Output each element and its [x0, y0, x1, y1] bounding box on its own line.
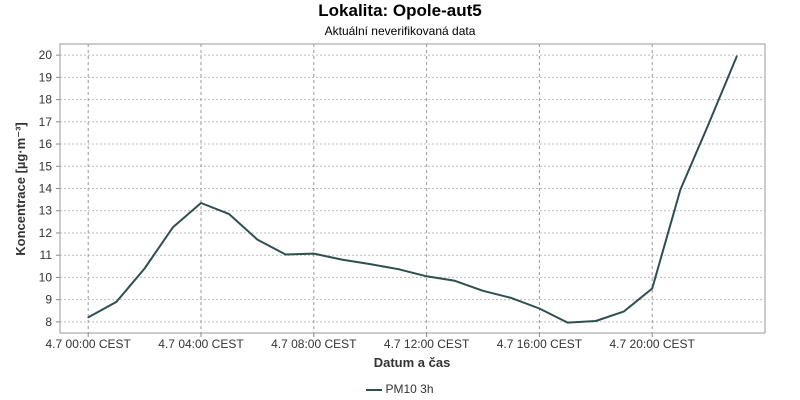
data-point	[115, 301, 118, 303]
chart-title: Lokalita: Opole-aut5	[318, 1, 482, 20]
x-tick-label: 4.7 00:00 CEST	[46, 337, 132, 351]
data-point	[369, 263, 372, 265]
y-tick-label: 9	[45, 293, 52, 307]
data-point	[172, 226, 174, 229]
data-point	[538, 307, 541, 310]
y-tick-label: 11	[40, 248, 53, 262]
x-tick-label: 4.7 16:00 CEST	[497, 337, 583, 351]
data-point	[679, 188, 682, 191]
x-tick-label: 4.7 12:00 CEST	[384, 337, 470, 351]
y-tick-label: 17	[39, 115, 53, 129]
data-point	[454, 279, 456, 282]
x-tick-labels: 4.7 00:00 CEST 4.7 04:00 CEST 4.7 08:00 CE…	[46, 333, 696, 351]
x-tick-label: 4.7 20:00 CEST	[610, 337, 696, 351]
x-tick-label: 4.7 04:00 CEST	[158, 337, 244, 351]
y-tick-label: 14	[39, 182, 53, 196]
x-tick-label: 4.7 08:00 CEST	[271, 337, 357, 351]
data-point	[341, 258, 343, 261]
data-point	[425, 275, 428, 278]
grid-lines	[60, 44, 765, 333]
y-tick-label: 13	[39, 204, 53, 218]
y-tick-label: 20	[39, 48, 53, 62]
data-point	[256, 238, 259, 241]
y-tick-label: 8	[45, 315, 52, 329]
data-point	[510, 297, 512, 299]
data-point	[284, 253, 287, 256]
legend-swatch-pm10	[366, 388, 383, 391]
y-tick-labels: 8 9 10 11 12 13 14 15 16 17 18 19 20	[39, 48, 60, 329]
data-point	[595, 320, 597, 322]
y-tick-label: 15	[39, 159, 53, 173]
data-point	[651, 287, 653, 290]
y-axis-title: Koncentrace [µg·m⁻³]	[13, 122, 28, 256]
data-point	[736, 55, 738, 58]
data-point	[228, 213, 230, 215]
x-axis-title: Datum a čas	[374, 355, 451, 370]
y-tick-label: 18	[39, 93, 53, 107]
legend: PM10 3h	[0, 382, 800, 396]
data-point	[313, 252, 315, 255]
data-point	[200, 202, 202, 204]
data-point	[87, 316, 89, 319]
data-point	[143, 267, 146, 270]
data-point	[397, 268, 400, 270]
y-tick-label: 19	[39, 70, 53, 84]
series-line-pm10	[87, 55, 738, 324]
data-point	[566, 321, 569, 324]
data-point	[707, 123, 710, 125]
y-tick-label: 10	[39, 270, 53, 284]
series-group	[87, 55, 738, 324]
chart-subtitle: Aktuální neverifikovaná data	[324, 24, 476, 38]
y-tick-label: 16	[39, 137, 53, 151]
y-tick-label: 12	[39, 226, 53, 240]
legend-label-pm10: PM10 3h	[385, 382, 434, 396]
data-point	[482, 289, 484, 292]
data-point	[623, 310, 625, 313]
